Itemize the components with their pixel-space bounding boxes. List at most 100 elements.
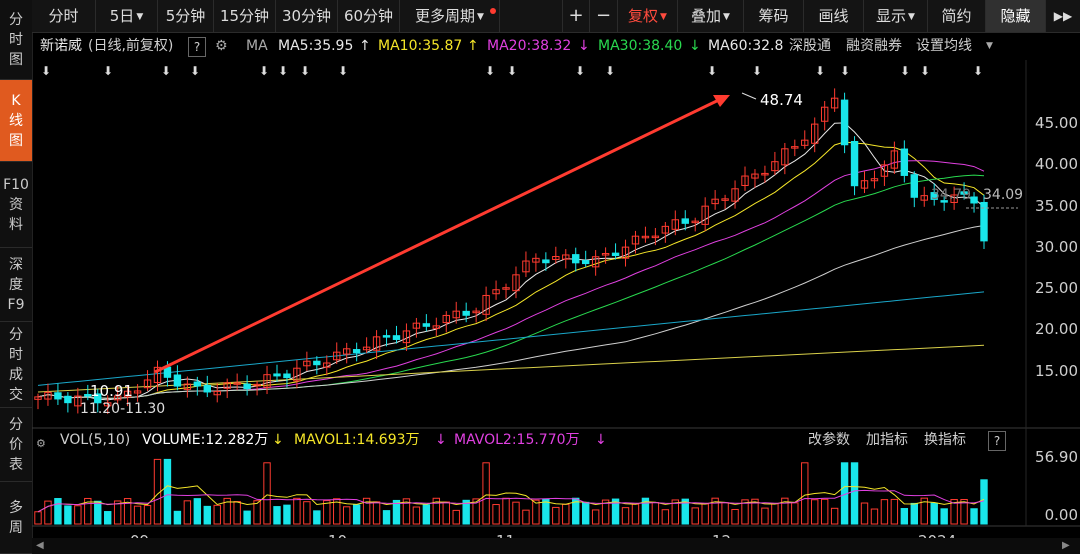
- overlay-dropdown[interactable]: 叠加 ▼: [678, 0, 744, 32]
- period-30min-tab[interactable]: 30分钟: [276, 0, 338, 32]
- candle-body: [890, 150, 899, 169]
- sidenav-item-label: 时: [9, 346, 23, 363]
- ma-settings-link[interactable]: 设置均线: [916, 38, 972, 54]
- period-5min-tab[interactable]: 5分钟: [158, 0, 214, 32]
- arrow-up-icon: ↑: [467, 38, 479, 54]
- arrow-down-icon: ↓: [578, 38, 590, 54]
- candle-body: [641, 235, 650, 239]
- candle-body: [442, 314, 450, 324]
- volume-bar: [352, 504, 361, 525]
- link-shenguton[interactable]: 深股通: [789, 38, 831, 54]
- volume-bar: [920, 497, 928, 525]
- chip-distribution-button[interactable]: 筹码: [744, 0, 804, 32]
- sidenav-item-5[interactable]: 分价表: [0, 408, 32, 482]
- timeline-scrollbar[interactable]: ◀ ▶: [32, 538, 1080, 554]
- zoom-out-button[interactable]: −: [590, 0, 618, 32]
- candle-body: [781, 148, 789, 166]
- volume-bar: [691, 507, 699, 525]
- candle-body: [422, 323, 431, 327]
- sidenav-item-4[interactable]: 分时成交: [0, 322, 32, 408]
- sidenav-item-label: 时: [9, 31, 23, 48]
- candle-body: [123, 390, 132, 398]
- volume-bar: [362, 497, 371, 525]
- volume-bar: [552, 506, 560, 525]
- candle-body: [392, 335, 401, 340]
- display-dropdown[interactable]: 显示 ▼: [864, 0, 928, 32]
- candle-body: [811, 123, 819, 144]
- volume-bar: [273, 506, 281, 525]
- period-15min-tab[interactable]: 15分钟: [214, 0, 276, 32]
- sidenav-item-label: 周: [9, 519, 23, 536]
- more-periods-dropdown[interactable]: 更多周期 ▼: [400, 0, 500, 32]
- zoom-in-button[interactable]: +: [562, 0, 590, 32]
- volume-bar: [522, 509, 530, 525]
- volume-bar: [223, 497, 231, 525]
- period-minute-tab[interactable]: 分时: [32, 0, 96, 32]
- volume-bar: [701, 503, 709, 525]
- candle-body: [980, 201, 988, 242]
- volume-bar: [333, 498, 341, 525]
- candle-body: [601, 253, 610, 256]
- stock-name: 新诺威: [40, 38, 82, 54]
- sidenav-item-label: F10: [3, 176, 29, 193]
- fuquan-dropdown[interactable]: 复权 ▼: [618, 0, 678, 32]
- volume-info-bar: ⚙ VOL(5,10) VOLUME:12.282万 ↓ MAVOL1:14.6…: [32, 428, 1080, 452]
- sidenav-item-3[interactable]: 深度 F9: [0, 248, 32, 322]
- simple-mode-button[interactable]: 简约: [928, 0, 986, 32]
- candle-body: [771, 161, 779, 172]
- event-marker: ⬇: [259, 64, 269, 78]
- arrow-down-icon: ↓: [435, 432, 447, 448]
- candle-body: [950, 194, 958, 203]
- candle-body: [502, 287, 510, 290]
- volume-bar: [432, 497, 441, 525]
- volume-bar: [412, 506, 421, 525]
- candlestick-series: [34, 88, 988, 415]
- period-60min-tab[interactable]: 60分钟: [338, 0, 400, 32]
- settings-gear-icon[interactable]: ⚙: [36, 437, 46, 450]
- sidenav-item-0[interactable]: 分时图: [0, 0, 32, 80]
- hide-button[interactable]: 隐藏: [986, 0, 1046, 32]
- settings-gear-icon[interactable]: ⚙: [215, 38, 228, 54]
- volume-bar: [243, 510, 251, 525]
- candle-body: [701, 205, 709, 225]
- candle-body: [133, 390, 142, 394]
- volume-bar: [880, 499, 889, 525]
- volume-bar: [392, 499, 401, 525]
- add-indicator-button[interactable]: 加指标: [866, 432, 908, 448]
- yaxis-tick: 15.00: [1035, 362, 1078, 380]
- expand-panel-button[interactable]: ▶▶: [1046, 0, 1080, 32]
- period-5day-tab[interactable]: 5日 ▼: [96, 0, 158, 32]
- sidenav-item-label: 交: [9, 386, 23, 403]
- volume-bar: [34, 511, 42, 525]
- link-margin-trading[interactable]: 融资融券: [846, 38, 902, 54]
- candle-body: [970, 196, 978, 204]
- candle-body: [313, 360, 321, 366]
- volume-bar: [741, 499, 749, 525]
- edit-params-button[interactable]: 改参数: [808, 432, 850, 448]
- candle-body: [850, 140, 859, 187]
- chevron-down-icon: ▼: [908, 11, 915, 22]
- volume-bar: [910, 502, 918, 525]
- volume-bar: [492, 504, 500, 525]
- scroll-right-icon[interactable]: ▶: [1062, 540, 1070, 551]
- volume-bar: [213, 504, 221, 525]
- event-markers: ⬇ ⬇ ⬇ ⬇ ⬇ ⬇ ⬇ ⬇ ⬇ ⬇ ⬇ ⬇ ⬇ ⬇ ⬇ ⬇ ⬇ ⬇ ⬇: [41, 64, 983, 78]
- help-button[interactable]: ?: [188, 37, 206, 57]
- ma-info-bar: 新诺威 (日线,前复权) ? ⚙ MA MA5:35.95 ↑ MA10:35.…: [32, 34, 1080, 58]
- yaxis-tick: 20.00: [1035, 320, 1078, 338]
- sidenav-item-2[interactable]: F10 资料: [0, 162, 32, 248]
- volume-bar: [761, 507, 769, 525]
- volume-bar: [64, 505, 72, 525]
- yaxis-tick: 35.00: [1035, 197, 1078, 215]
- help-button[interactable]: ?: [988, 431, 1006, 451]
- switch-indicator-button[interactable]: 换指标: [924, 432, 966, 448]
- sidenav-item-label: 成: [9, 366, 23, 383]
- high-pointer: [741, 92, 757, 100]
- draw-line-button[interactable]: 画线: [804, 0, 864, 32]
- candle-body: [283, 373, 291, 379]
- last-price-right: 34.09: [983, 187, 1024, 203]
- candle-body: [920, 195, 928, 201]
- scroll-left-icon[interactable]: ◀: [36, 540, 44, 551]
